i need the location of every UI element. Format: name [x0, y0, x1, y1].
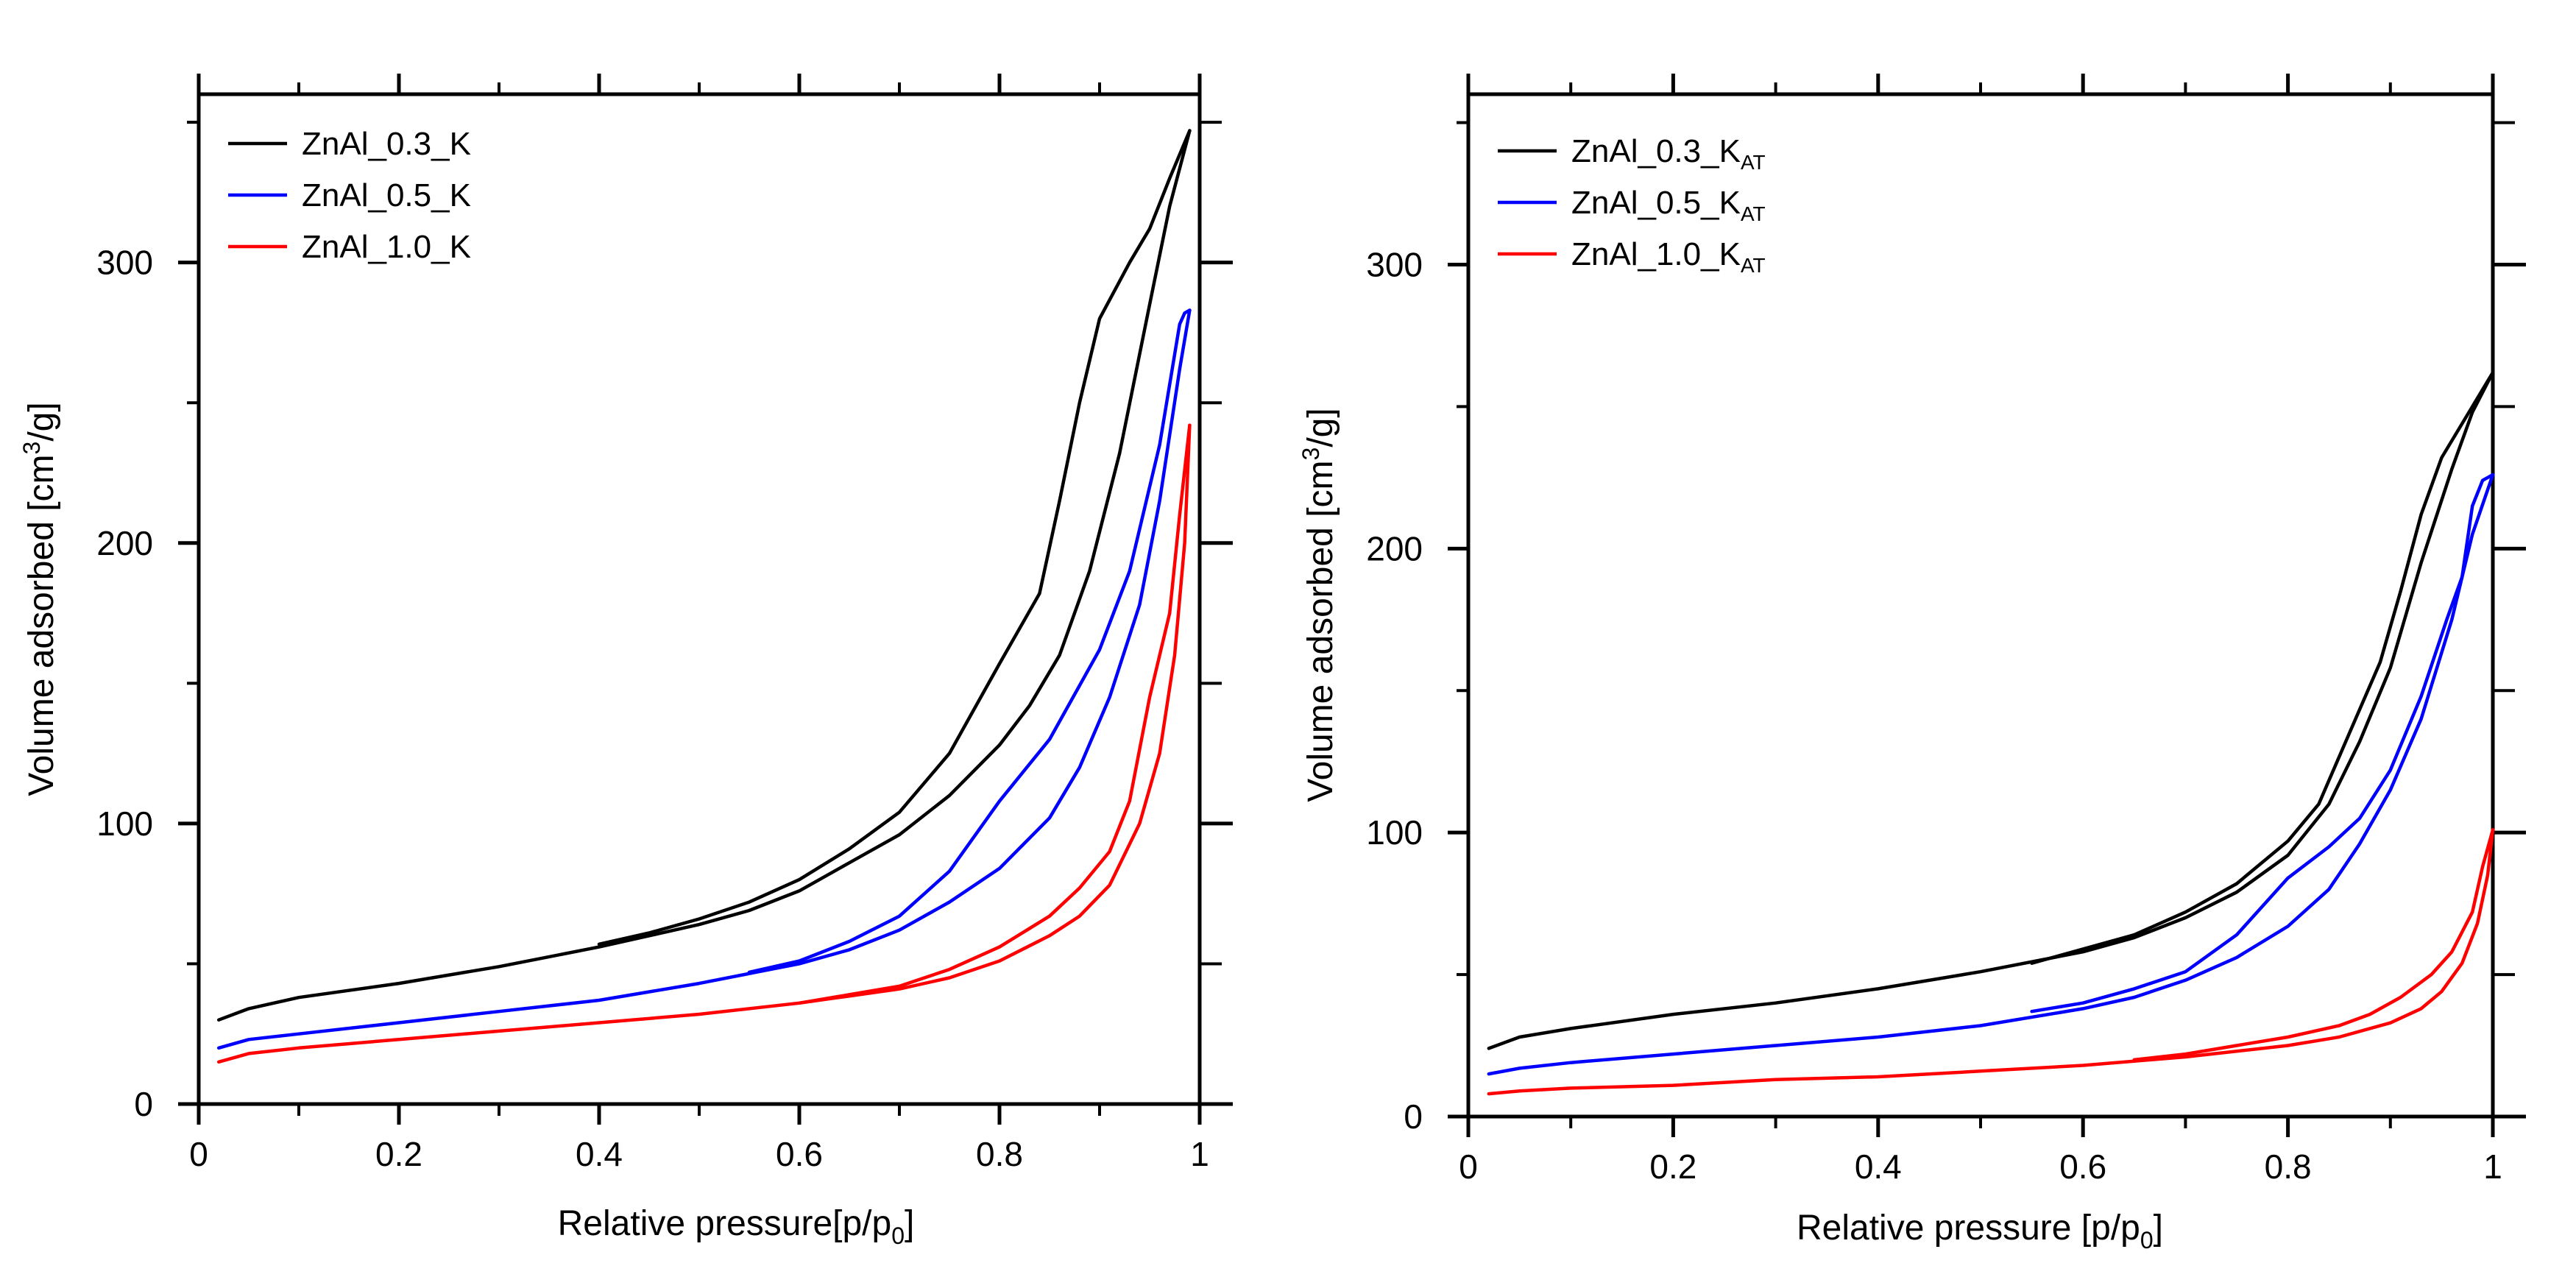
x-tick-label: 0.6	[776, 1135, 823, 1173]
x-tick-label: 0.6	[2059, 1147, 2106, 1186]
legend-label: ZnAl_0.3_K	[302, 126, 471, 162]
y-tick-label: 0	[134, 1085, 153, 1123]
x-tick-label: 1	[2483, 1147, 2502, 1186]
x-tick-label: 0.4	[576, 1135, 623, 1173]
series-1-adsorption-line	[1487, 473, 2495, 1076]
series-2-adsorption-line	[216, 423, 1192, 1064]
x-tick-label: 0	[189, 1135, 208, 1173]
y-tick-label: 200	[96, 524, 153, 562]
series-2-desorption-line	[797, 423, 1192, 1005]
legend-label: ZnAl_1.0_K	[302, 229, 471, 265]
series-1-desorption-line	[2030, 473, 2495, 1014]
y-axis-title: Volume adsorbed [cm3/g]	[1298, 408, 1340, 802]
y-tick-label: 100	[96, 804, 153, 843]
series-0-desorption-line	[2030, 370, 2495, 965]
y-tick-label: 300	[1366, 246, 1423, 284]
x-tick-label: 0.8	[2265, 1147, 2312, 1186]
x-tick-label: 0	[1459, 1147, 1478, 1186]
legend-label: ZnAl_0.5_KAT	[1571, 185, 1766, 225]
y-tick-label: 200	[1366, 529, 1423, 567]
x-tick-label: 0.8	[976, 1135, 1023, 1173]
series-2-adsorption-line	[1487, 828, 2495, 1096]
x-axis-title: Relative pressure[p/p0]	[558, 1204, 915, 1249]
x-tick-label: 1	[1190, 1135, 1209, 1173]
y-tick-label: 100	[1366, 813, 1423, 852]
y-tick-label: 0	[1404, 1097, 1423, 1136]
legend-label: ZnAl_1.0_KAT	[1571, 236, 1766, 277]
y-tick-label: 300	[96, 244, 153, 282]
x-tick-label: 0.4	[1855, 1147, 1902, 1186]
series-1-desorption-line	[747, 308, 1192, 974]
legend-label: ZnAl_0.3_KAT	[1571, 133, 1766, 174]
series-0-adsorption-line	[216, 129, 1192, 1022]
right-chart-panel: 0 0.2 0.4 0.6 0.8 1 0 100 200 300 ZnAl_0.3_KAT ZnAl…	[1298, 74, 2526, 1253]
x-axis-title: Relative pressure [p/p0]	[1797, 1209, 2163, 1253]
x-tick-label: 0.2	[1649, 1147, 1696, 1186]
series-1-adsorption-line	[216, 308, 1192, 1050]
series-0-desorption-line	[597, 129, 1192, 947]
x-tick-label: 0.2	[375, 1135, 422, 1173]
series-0-adsorption-line	[1487, 370, 2495, 1050]
legend-label: ZnAl_0.5_K	[302, 177, 471, 213]
y-axis-title: Volume adsorbed [cm3/g]	[18, 402, 61, 796]
series-2-desorption-line	[2132, 828, 2495, 1062]
left-chart-panel: 0 0.2 0.4 0.6 0.8 1 0 100 200 300 ZnAl_0.3_K ZnAl_0…	[18, 74, 1233, 1249]
